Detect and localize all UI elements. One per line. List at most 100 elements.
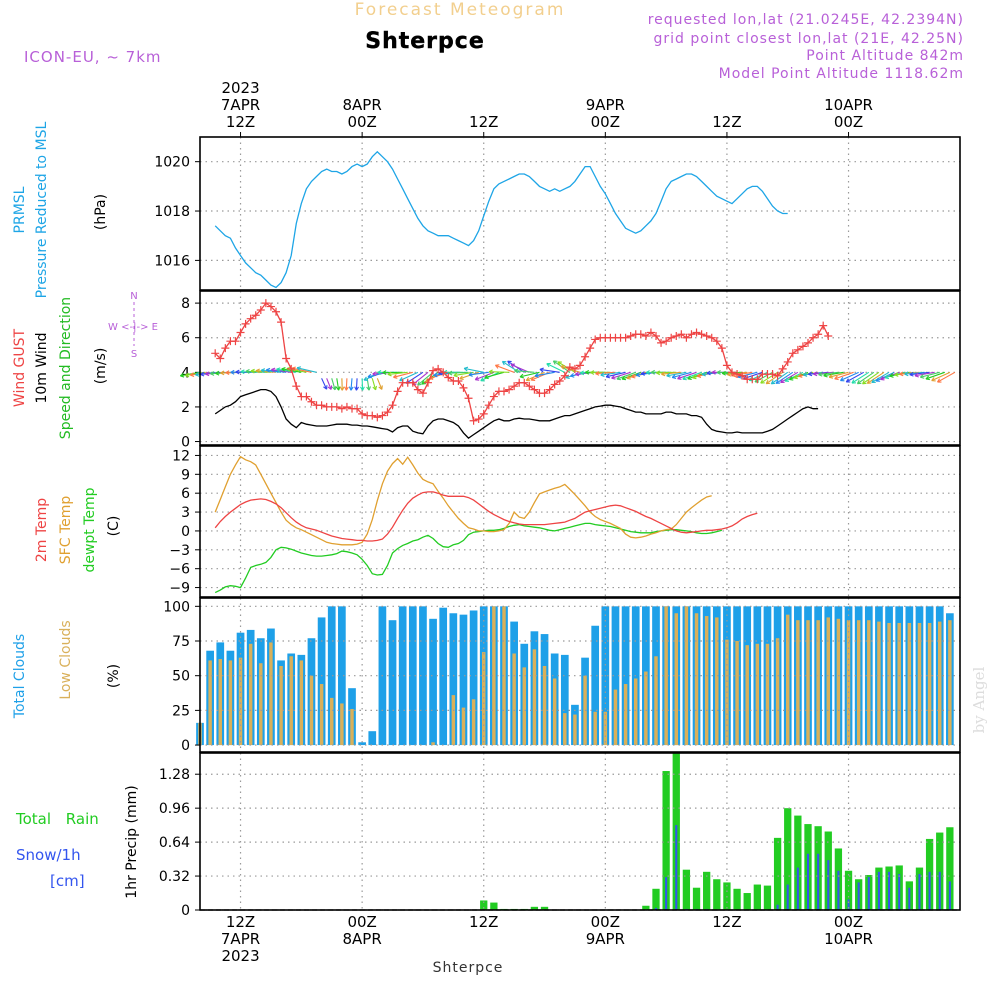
rain-bar [692,887,701,910]
wind-arrow [834,371,854,380]
snow-bar [908,887,911,910]
top-time-label: 12Z [469,113,498,131]
gust-marker [702,331,711,340]
wind-arrow [371,378,377,390]
low-cloud-bar [654,656,658,746]
wind-arrow-head [546,362,551,368]
wind-arrow [931,371,951,382]
bottom-time-label: 12Z [469,913,498,931]
wind-arrow-head [823,372,828,378]
wind-arrow-head [260,368,266,373]
snow-bar [796,867,799,910]
gust-marker [565,363,574,372]
gust-marker [479,409,488,418]
snow-bar [817,853,820,910]
panel-frame [199,597,961,753]
y-tick-label: 6 [181,486,190,502]
wind-arrow [345,378,348,391]
gust-marker [621,333,630,342]
wind-arrow-head [220,370,225,376]
low-cloud-bar [340,703,344,746]
wind-arrow-head [210,371,215,376]
wind-arrow-head [595,370,600,376]
wind-arrow-head [666,372,671,378]
temperature-panel: 2m Temp SFC Temp dewpt Temp (C) 12 9 6 3 0 −3… [34,446,960,597]
low-cloud-bar [613,689,618,746]
wind-arrow-head [323,385,328,390]
gust-marker [798,342,807,351]
snow-unit: [cm] [50,872,85,890]
wind-arrow-head [539,367,544,373]
rain-bar [530,906,539,910]
low-cloud-bar [846,620,851,746]
gust-marker [231,337,240,346]
wind-arrow-head [240,369,245,375]
low-cloud-bar [522,667,526,746]
total-cloud-bar [338,606,346,746]
wind-arrow-head [417,381,422,386]
gust-marker [570,364,579,373]
gust-marker [424,378,432,387]
wind-arrow [376,378,383,390]
wind-arrow [534,371,555,377]
top-time-label: 00Z [834,113,863,131]
wind-arrow-head [382,370,387,375]
gust-marker [464,394,473,403]
gust-marker [434,364,443,373]
total-cloud-bar [439,607,448,746]
low-cloud-bar [542,665,547,746]
gust-marker [272,307,280,316]
gust-marker [773,371,782,380]
wind-arrow [326,378,332,390]
2m-temperature-line [214,491,758,542]
wind-arrow-head [195,371,200,377]
gust-marker [408,378,417,387]
y-tick-label: 3 [181,505,190,521]
wind-arrow-head [650,369,655,375]
low-cloud-bar [765,643,770,746]
wind-arrow-head [372,371,377,377]
y-tick-label: 9 [181,467,190,483]
snow-bar [867,877,870,910]
y-tick-label: 1016 [154,253,190,269]
wind-arrow [784,371,804,382]
wind-arrow [510,363,530,373]
low-cloud-bar [917,622,922,746]
low-cloud-bar [927,622,932,746]
low-cloud-bar [897,622,901,746]
gust-marker [707,333,716,342]
wind-arrow-head [519,373,524,379]
wind-arrow [828,371,849,378]
gust-marker [393,387,402,396]
wind-arrow [405,371,424,384]
low-cloud-bar [715,617,719,746]
gust-marker [505,385,514,394]
wind-arrow-head [507,360,512,365]
wind-arrow-head [230,369,235,375]
pressure-label-prmsl: PRMSL [12,186,28,233]
wind-arrow [468,371,489,376]
wind-arrow [875,371,895,382]
wind-arrow-head [184,372,190,378]
total-cloud-bar [560,654,569,746]
gust-line [214,302,829,422]
snow-bar [654,907,658,910]
snow-bar [665,877,668,910]
wind-arrow-head [671,374,677,379]
wind-arrow-head [798,373,803,378]
wind-arrow [771,371,789,385]
snow-bar [827,860,830,910]
wind-arrow [904,371,925,375]
gust-marker [778,364,787,373]
rain-label: Total Rain [15,810,99,828]
gust-marker [560,371,569,380]
wind-arrow-head [574,371,580,377]
wind-arrow-head [179,372,185,378]
gust-marker [672,331,681,340]
wind-speed-line [214,388,819,439]
wind-arrow-head [327,385,333,390]
low-cloud-bar [218,659,222,746]
wind-arrow-head [433,372,438,378]
